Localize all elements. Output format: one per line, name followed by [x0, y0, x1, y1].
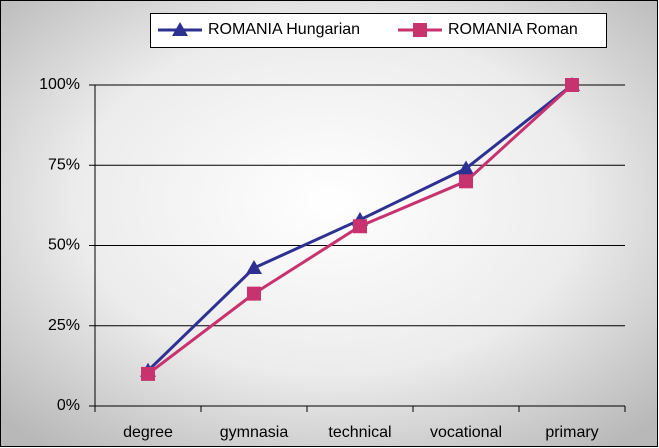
x-tick-label: technical: [328, 424, 391, 441]
data-point: [458, 160, 474, 175]
x-tick-label: vocational: [430, 424, 502, 441]
legend-marker: [172, 22, 188, 36]
legend-label: ROMANIA Hungarian: [208, 21, 360, 38]
data-point: [247, 286, 261, 301]
data-point: [565, 78, 579, 92]
y-tick-label: 25%: [48, 317, 80, 334]
legend-marker: [413, 23, 427, 37]
legend-box: [150, 13, 607, 48]
x-tick-label: gymnasia: [220, 424, 289, 441]
x-tick-label: degree: [123, 424, 173, 441]
data-point: [141, 366, 155, 381]
y-tick-label: 50%: [48, 237, 80, 254]
data-point: [246, 259, 262, 274]
x-tick-label: primary: [545, 424, 598, 441]
y-tick-label: 75%: [48, 156, 80, 173]
data-point: [353, 219, 367, 234]
y-tick-label: 0%: [57, 397, 80, 414]
legend-label: ROMANIA Roman: [448, 21, 578, 38]
y-tick-label: 100%: [39, 76, 80, 93]
data-point: [459, 174, 473, 189]
